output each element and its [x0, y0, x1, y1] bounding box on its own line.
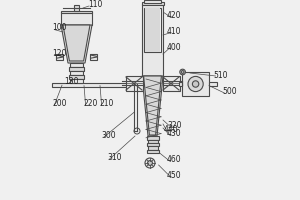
- Bar: [126, 76, 142, 91]
- Bar: [145, 8, 161, 52]
- Text: 310: 310: [107, 154, 122, 162]
- Bar: [61, 12, 92, 25]
- Text: 460: 460: [167, 156, 182, 164]
- Text: 200: 200: [52, 99, 67, 108]
- Bar: [69, 75, 84, 79]
- Text: 510: 510: [213, 71, 227, 79]
- Circle shape: [192, 81, 199, 87]
- Bar: [163, 76, 180, 91]
- Circle shape: [148, 161, 152, 165]
- Bar: [142, 4, 163, 76]
- Bar: [142, 2, 164, 5]
- Bar: [70, 79, 83, 83]
- Text: 130: 130: [64, 77, 79, 86]
- Bar: [74, 5, 79, 11]
- Bar: [90, 54, 97, 60]
- Polygon shape: [142, 76, 163, 136]
- Text: 430: 430: [167, 130, 182, 138]
- Bar: [70, 71, 83, 75]
- Text: 220: 220: [83, 99, 98, 108]
- Polygon shape: [63, 25, 90, 61]
- Bar: [182, 72, 209, 96]
- Bar: [209, 82, 217, 86]
- Bar: [56, 54, 63, 60]
- Polygon shape: [61, 25, 92, 63]
- Circle shape: [145, 158, 155, 168]
- Bar: [148, 146, 158, 150]
- Text: 450: 450: [167, 170, 182, 180]
- Text: 440: 440: [164, 124, 178, 134]
- Circle shape: [188, 76, 203, 92]
- Polygon shape: [144, 76, 161, 135]
- Text: 110: 110: [88, 0, 102, 9]
- Bar: [179, 82, 182, 86]
- Bar: [52, 83, 136, 87]
- Bar: [144, 0, 161, 3]
- Bar: [148, 159, 152, 161]
- Text: 420: 420: [167, 10, 182, 20]
- Circle shape: [181, 71, 184, 73]
- Bar: [147, 143, 159, 146]
- Text: 500: 500: [222, 88, 237, 97]
- Text: 100: 100: [52, 23, 67, 32]
- Bar: [69, 67, 84, 71]
- Bar: [70, 63, 83, 67]
- Text: 300: 300: [101, 132, 116, 140]
- Text: 210: 210: [99, 99, 113, 108]
- Text: 120: 120: [52, 48, 66, 58]
- Bar: [61, 11, 92, 13]
- Bar: [148, 140, 158, 143]
- Bar: [144, 8, 161, 52]
- Bar: [147, 150, 159, 153]
- Bar: [147, 136, 159, 140]
- Text: 320: 320: [167, 120, 182, 130]
- Text: 410: 410: [167, 27, 182, 36]
- Text: 400: 400: [167, 43, 182, 51]
- Circle shape: [180, 69, 185, 75]
